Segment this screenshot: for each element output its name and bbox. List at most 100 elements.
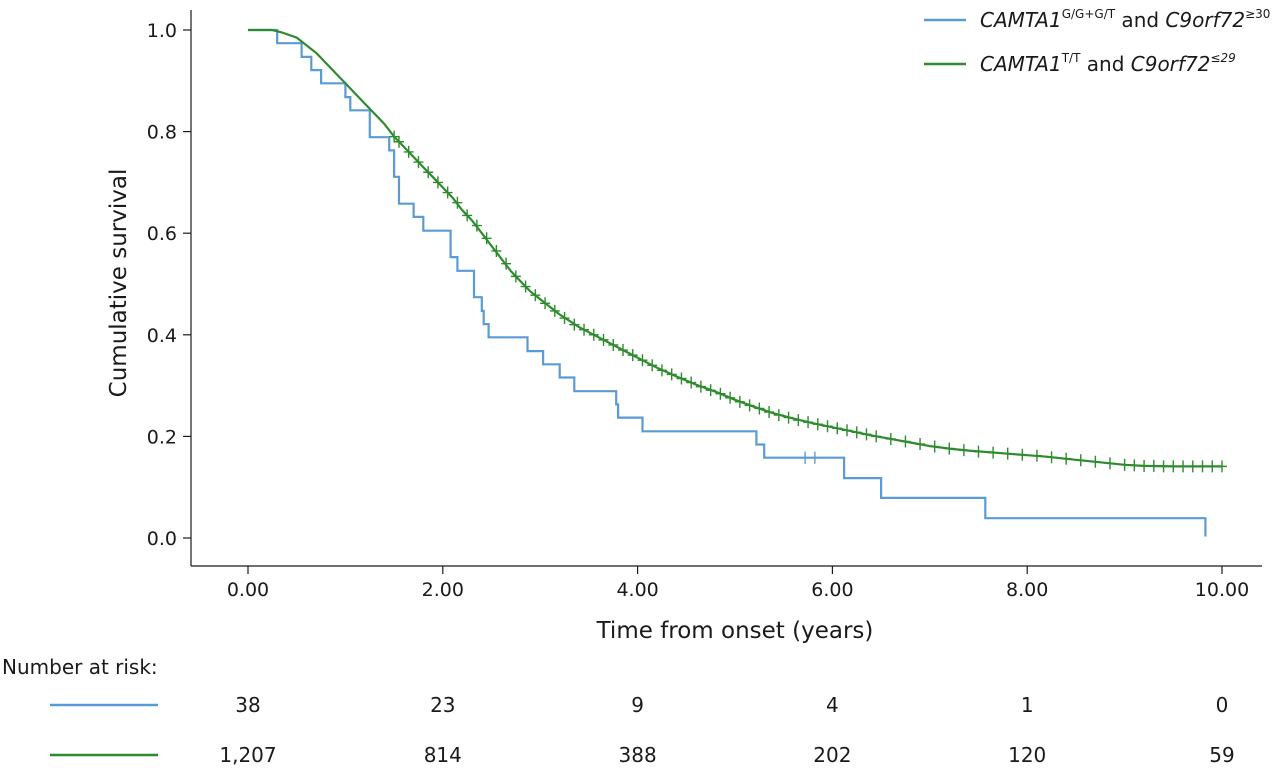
legend-part: ≤29	[1210, 51, 1235, 65]
censor-mark	[988, 446, 999, 459]
plot-area: 0.0 0.2 0.4 0.6 0.8 1.0 0.00 2.00 4.00 6.00 8.00 1…	[147, 10, 1262, 601]
censor-mark	[1075, 454, 1086, 467]
censor-mark	[452, 196, 463, 209]
censor-mark	[1104, 457, 1115, 470]
risk-count: 814	[424, 743, 462, 767]
censor-mark	[403, 145, 414, 158]
risk-count: 59	[1209, 743, 1234, 767]
x-axis-title: Time from onset (years)	[596, 618, 874, 644]
censor-mark	[900, 435, 911, 448]
censor-mark	[1017, 448, 1028, 461]
censor-mark	[608, 338, 619, 351]
legend-part: G/G+G/T	[1062, 7, 1116, 21]
censor-mark	[393, 135, 404, 148]
censor-mark	[579, 323, 590, 336]
censor-mark	[569, 318, 580, 331]
censor-mark	[647, 359, 658, 372]
censor-mark	[800, 451, 811, 464]
legend-part: ≥30	[1245, 7, 1270, 21]
censor-mark	[1002, 447, 1013, 460]
y-axis-ticks: 0.0 0.2 0.4 0.6 0.8 1.0	[147, 20, 191, 550]
x-axis-ticks: 0.00 2.00 4.00 6.00 8.00 10.00	[227, 566, 1249, 601]
censor-mark	[1119, 458, 1130, 471]
survival-curve-2	[248, 28, 1222, 468]
risk-count: 1,207	[219, 743, 276, 767]
x-tick-label: 2.00	[422, 579, 464, 601]
censor-mark	[715, 387, 726, 400]
x-tick-label: 10.00	[1195, 579, 1249, 601]
survival-curve-1	[248, 28, 1207, 537]
risk-count: 9	[631, 693, 644, 717]
risk-count: 388	[619, 743, 657, 767]
censor-mark	[432, 176, 443, 189]
legend-part: CAMTA1	[980, 52, 1062, 76]
censor-mark	[1129, 459, 1140, 472]
risk-table-title: Number at risk:	[2, 655, 158, 679]
censor-mark	[617, 344, 628, 357]
censor-mark	[861, 428, 872, 441]
x-tick-label: 6.00	[811, 579, 853, 601]
censor-mark	[1061, 452, 1072, 465]
censor-mark	[1139, 459, 1150, 472]
censor-mark	[842, 424, 853, 437]
censor-mark	[481, 232, 492, 245]
censor-mark	[915, 438, 926, 451]
censor-mark	[973, 445, 984, 458]
y-tick-label: 0.0	[147, 528, 177, 550]
y-tick-label: 0.8	[147, 122, 177, 144]
censor-mark	[1158, 460, 1169, 473]
censor-mark	[783, 411, 794, 424]
censor-mark	[958, 444, 969, 457]
censor-mark	[803, 416, 814, 429]
censor-mark	[598, 333, 609, 346]
censor-mark	[832, 422, 843, 435]
risk-rows: 38 23 9 4 1 0 1,207 814 388 202 120 59	[50, 693, 1235, 767]
censor-mark	[1148, 459, 1159, 472]
censor-mark	[549, 304, 560, 317]
censor-mark	[637, 354, 648, 367]
x-tick-label: 4.00	[616, 579, 658, 601]
censor-mark	[695, 380, 706, 393]
legend-part: CAMTA1	[980, 8, 1062, 32]
censor-mark	[773, 409, 784, 422]
censor-mark	[559, 312, 570, 325]
legend-part: T/T	[1061, 51, 1081, 65]
censor-mark	[676, 372, 687, 385]
censor-mark	[885, 432, 896, 445]
y-tick-label: 1.0	[147, 20, 177, 42]
censor-mark	[725, 391, 736, 404]
legend-label-1: CAMTA1G/G+G/T and C9orf72≥30	[980, 7, 1270, 32]
censor-mark	[764, 406, 775, 419]
censor-mark	[754, 402, 765, 415]
risk-count: 38	[235, 693, 260, 717]
censor-mark	[540, 297, 551, 310]
censor-mark	[705, 384, 716, 397]
y-tick-label: 0.2	[147, 426, 177, 448]
censor-mark	[627, 349, 638, 362]
censor-mark	[1217, 460, 1227, 473]
censor-mark	[510, 270, 521, 283]
censor-mark	[809, 451, 820, 464]
risk-count: 1	[1021, 693, 1034, 717]
risk-count: 0	[1216, 693, 1229, 717]
censor-mark	[929, 440, 940, 453]
risk-table: Number at risk: 38 23 9 4 1 0 1,207 814 388 202 12…	[2, 655, 1235, 767]
risk-count: 202	[813, 743, 851, 767]
censor-mark	[442, 186, 453, 199]
legend-part: C9orf72	[1131, 52, 1211, 76]
y-tick-label: 0.6	[147, 223, 177, 245]
censor-mark	[686, 376, 697, 389]
censor-mark	[462, 209, 473, 222]
censor-mark	[1197, 460, 1208, 473]
censor-mark	[588, 328, 599, 341]
censor-mark	[871, 430, 882, 443]
censor-mark	[1168, 460, 1179, 473]
censor-mark	[520, 280, 531, 293]
risk-count: 120	[1008, 743, 1046, 767]
legend-part: C9orf72	[1165, 8, 1245, 32]
censor-mark	[1187, 460, 1198, 473]
censor-mark	[1178, 460, 1189, 473]
censor-mark	[1207, 460, 1218, 473]
